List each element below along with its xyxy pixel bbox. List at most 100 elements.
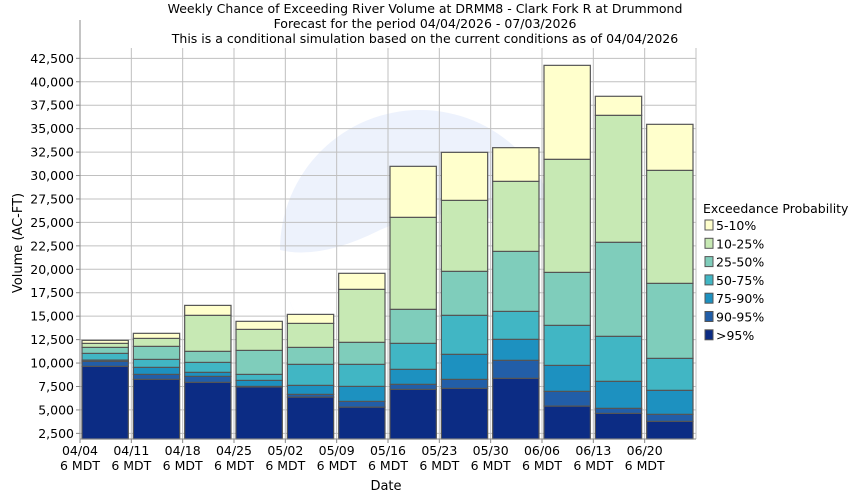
bar-segment->95% <box>389 388 437 440</box>
bar-segment-25-50% <box>338 341 386 365</box>
bar-segment-90-95% <box>132 373 181 380</box>
legend-swatch <box>704 274 714 286</box>
legend-title: Exceedance Probability <box>703 201 849 216</box>
bar-segment->95% <box>543 405 591 440</box>
bar-segment-10-25% <box>81 342 129 348</box>
bar-segment-5-10% <box>235 320 283 330</box>
bar-segment-90-95% <box>389 383 437 390</box>
bar-segment-50-75% <box>81 352 129 361</box>
bar-segment-5-10% <box>389 165 437 218</box>
bar-segment-10-25% <box>132 337 181 347</box>
bar-segment-75-90% <box>338 385 386 403</box>
bar-segment-75-90% <box>184 371 232 377</box>
chart-title-line: Forecast for the period 04/04/2026 - 07/… <box>274 16 577 31</box>
y-tick-label: 25,000 <box>30 215 74 230</box>
bar-segment-10-25% <box>389 216 437 310</box>
bar-segment-50-75% <box>440 314 489 355</box>
bar-segment-10-25% <box>646 169 694 284</box>
x-tick-sublabel: 6 MDT <box>111 458 151 473</box>
y-tick-label: 35,000 <box>30 121 74 136</box>
y-tick-label: 17,500 <box>30 285 74 300</box>
x-tick-label: 06/20 <box>627 443 663 458</box>
bar-segment-50-75% <box>594 335 643 382</box>
bar-segment-25-50% <box>184 350 232 363</box>
legend-item-label: 90-95% <box>716 310 764 325</box>
bar-segment-25-50% <box>81 346 129 354</box>
y-tick-label: 2,500 <box>38 426 74 441</box>
bar-segment-50-75% <box>389 342 437 370</box>
bar-segment->95% <box>286 396 335 440</box>
bar-segment-5-10% <box>184 304 232 316</box>
x-tick-sublabel: 6 MDT <box>419 458 459 473</box>
legend-swatch <box>704 311 714 322</box>
y-tick-label: 27,500 <box>30 191 74 206</box>
x-tick-sublabel: 6 MDT <box>163 458 203 473</box>
bar-segment-90-95% <box>594 407 643 415</box>
bar-segment-90-95% <box>646 413 694 422</box>
bar-segment->95% <box>81 365 129 440</box>
bar-segment-50-75% <box>543 324 591 366</box>
bar-segment-25-50% <box>235 349 283 375</box>
bar-segment->95% <box>132 378 181 440</box>
bar-segment-75-90% <box>594 380 643 409</box>
bar-segment->95% <box>594 412 643 440</box>
y-tick-label: 12,500 <box>30 332 74 347</box>
bar-segment-25-50% <box>492 250 540 312</box>
x-tick-label: 04/18 <box>165 443 201 458</box>
x-tick-sublabel: 6 MDT <box>60 458 100 473</box>
bar-segment-25-50% <box>132 345 181 360</box>
y-tick-label: 10,000 <box>30 356 74 371</box>
bar-segment-90-95% <box>338 400 386 408</box>
bar-segment-25-50% <box>646 282 694 359</box>
bar-segment-90-95% <box>543 390 591 407</box>
x-tick-sublabel: 6 MDT <box>522 458 562 473</box>
bar-segment-50-75% <box>286 363 335 386</box>
bar-segment-25-50% <box>543 271 591 326</box>
bar-segment-75-90% <box>646 389 694 415</box>
bar-segment-25-50% <box>286 346 335 365</box>
bar-segment-50-75% <box>235 373 283 381</box>
legend-item-label: 25-50% <box>716 255 764 270</box>
bar-segment-5-10% <box>286 313 335 324</box>
bar-segment-75-90% <box>440 353 489 380</box>
bar-segment->95% <box>184 381 232 440</box>
bar-segment-10-25% <box>492 180 540 252</box>
y-tick-label: 37,500 <box>30 98 74 113</box>
bar-segment-50-75% <box>184 361 232 373</box>
bar-segment->95% <box>646 420 694 440</box>
legend-item-label: >95% <box>716 328 754 343</box>
bar-segment-90-95% <box>184 375 232 383</box>
bar-segment-10-25% <box>338 288 386 343</box>
bar-segment-10-25% <box>594 114 643 243</box>
chart-title-line: Weekly Chance of Exceeding River Volume … <box>168 1 683 16</box>
bar-segment-5-10% <box>594 95 643 116</box>
bar-segment-75-90% <box>389 368 437 385</box>
x-tick-sublabel: 6 MDT <box>368 458 408 473</box>
legend-item-label: 75-90% <box>716 291 764 306</box>
bar-segment-50-75% <box>492 310 540 340</box>
legend-swatch <box>704 219 714 231</box>
y-tick-label: 22,500 <box>30 238 74 253</box>
bar-segment-5-10% <box>492 147 540 182</box>
y-axis-label: Volume (AC-FT) <box>11 193 26 293</box>
bar-segment-10-25% <box>184 314 232 352</box>
x-tick-label: 05/30 <box>473 443 509 458</box>
bar-segment-5-10% <box>132 332 181 339</box>
legend-swatch <box>704 292 714 304</box>
y-tick-label: 42,500 <box>30 51 74 66</box>
bar-segment-5-10% <box>338 272 386 290</box>
bar-segment-25-50% <box>594 241 643 337</box>
legend-swatch <box>704 237 714 249</box>
x-tick-sublabel: 6 MDT <box>573 458 613 473</box>
x-tick-label: 04/25 <box>216 443 252 458</box>
bar-segment-25-50% <box>389 308 437 344</box>
bar-segment-10-25% <box>440 199 489 272</box>
x-tick-label: 06/06 <box>524 443 560 458</box>
bar-segment-75-90% <box>492 338 540 361</box>
y-tick-label: 15,000 <box>30 309 74 324</box>
bar-segment-5-10% <box>81 339 129 344</box>
y-tick-label: 5,000 <box>38 402 74 417</box>
legend-item-label: 10-25% <box>716 236 764 251</box>
x-axis-label: Date <box>370 479 401 494</box>
